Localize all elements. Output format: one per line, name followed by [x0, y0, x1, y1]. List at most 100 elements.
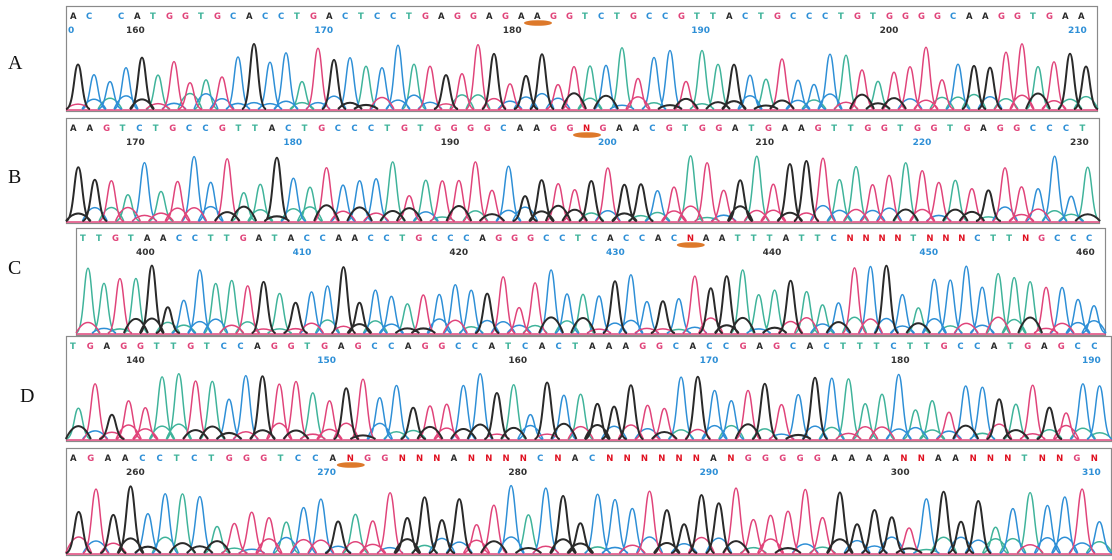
base-call: T [990, 234, 996, 244]
mutation-highlight [524, 20, 552, 26]
base-call: G [470, 12, 477, 22]
position-ruler: 400 410 420 430 440 450 460 [136, 248, 1095, 258]
base-call: N [583, 124, 590, 134]
base-call: G [931, 124, 938, 134]
base-call: A [489, 342, 496, 352]
base-call: A [70, 454, 77, 464]
base-call: A [70, 124, 77, 134]
base-call: G [1014, 12, 1021, 22]
base-call: T [1008, 342, 1014, 352]
base-call: G [422, 342, 429, 352]
base-call: T [70, 342, 76, 352]
base-call: T [735, 234, 741, 244]
base-call: G [630, 12, 637, 22]
base-call: C [278, 12, 284, 22]
trace-a [65, 156, 1101, 222]
panel-frame [65, 5, 1099, 113]
position-tick: 450 [919, 248, 938, 258]
panel-label-c: C [8, 257, 22, 279]
base-call: C [890, 342, 896, 352]
position-tick: 140 [126, 356, 145, 366]
base-call: C [957, 342, 963, 352]
base-call: G [762, 454, 769, 464]
panel-label-b: B [8, 166, 22, 188]
base-call: A [883, 454, 890, 464]
base-call: C [176, 234, 182, 244]
base-call: C [790, 12, 796, 22]
position-tick: 440 [763, 248, 782, 258]
position-tick: 170 [126, 138, 145, 148]
trace-group [65, 43, 1099, 110]
base-call: T [505, 342, 511, 352]
base-call: T [748, 124, 754, 134]
base-call: C [304, 234, 310, 244]
position-tick: 230 [1070, 138, 1089, 148]
base-call: A [254, 342, 261, 352]
base-call: A [952, 454, 959, 464]
base-call: A [1041, 342, 1048, 352]
base-call: G [779, 454, 786, 464]
base-call: G [1046, 12, 1053, 22]
base-call: C [543, 234, 549, 244]
base-call: T [831, 124, 837, 134]
base-call: T [208, 234, 214, 244]
position-tick: 270 [317, 468, 336, 478]
base-call: A [326, 12, 333, 22]
base-call: G [243, 454, 250, 464]
base-call: T [224, 234, 230, 244]
base-call: A [533, 124, 540, 134]
trace-g [65, 43, 1067, 110]
base-call: G [656, 342, 663, 352]
base-call: A [144, 234, 151, 244]
mutation-highlight [573, 132, 601, 138]
base-call: G [1024, 342, 1031, 352]
trace-t [75, 267, 1043, 334]
base-call: T [272, 234, 278, 244]
base-call: G [600, 124, 607, 134]
base-call: C [221, 342, 227, 352]
base-call: T [614, 12, 620, 22]
trace-c [81, 155, 1084, 222]
base-call: G [914, 124, 921, 134]
base-call: C [559, 234, 565, 244]
position-tick: 280 [508, 468, 527, 478]
base-call: C [646, 12, 652, 22]
base-call: C [1030, 124, 1036, 134]
base-call: A [807, 342, 814, 352]
base-call: C [86, 12, 92, 22]
base-call: G [550, 124, 557, 134]
base-call: C [500, 124, 506, 134]
base-call: T [694, 12, 700, 22]
base-call: C [706, 342, 712, 352]
base-call: G [415, 234, 422, 244]
base-call: N [970, 454, 977, 464]
base-call: G [240, 234, 247, 244]
base-call: T [153, 124, 159, 134]
base-call: A [134, 12, 141, 22]
base-call: G [120, 342, 127, 352]
base-call: C [390, 12, 396, 22]
base-call: C [537, 454, 543, 464]
position-tick: 210 [1068, 26, 1087, 36]
position-tick: 160 [508, 356, 527, 366]
trace-t [151, 491, 1112, 554]
trace-g [81, 378, 1080, 440]
trace-a [122, 264, 1044, 334]
base-call: N [468, 454, 475, 464]
base-call: G [87, 454, 94, 464]
base-call: A [338, 342, 345, 352]
base-call: A [633, 124, 640, 134]
base-call: A [87, 124, 94, 134]
base-call: A [1078, 12, 1085, 22]
base-call: A [982, 12, 989, 22]
base-call: A [980, 124, 987, 134]
base-call: G [310, 12, 317, 22]
base-call: C [186, 124, 192, 134]
base-call: A [517, 124, 524, 134]
base-call: A [622, 342, 629, 352]
base-call: G [271, 342, 278, 352]
position-tick: 170 [314, 26, 333, 36]
base-call: G [502, 12, 509, 22]
base-call: T [870, 12, 876, 22]
